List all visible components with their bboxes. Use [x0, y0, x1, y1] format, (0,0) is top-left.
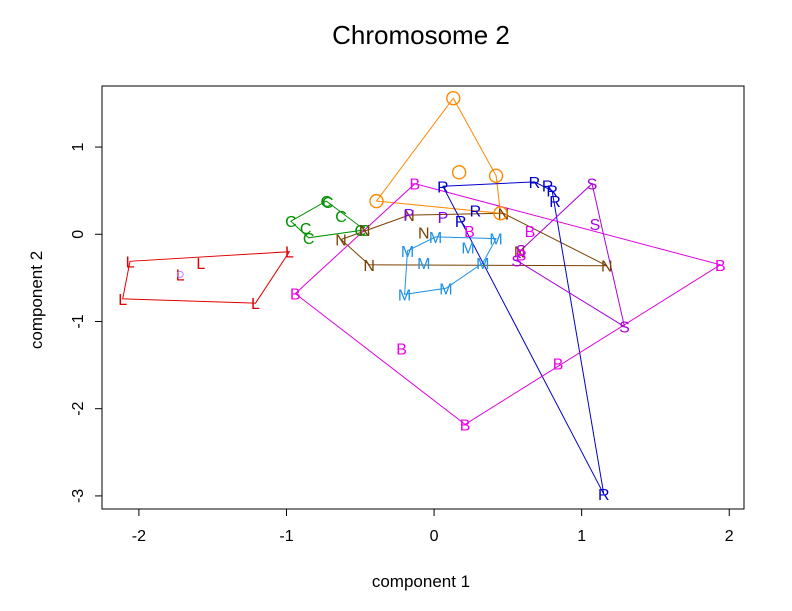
point-b: B — [553, 356, 564, 373]
y-axis-label: component 2 — [27, 251, 46, 349]
point-l: L — [126, 254, 135, 271]
point-c: C — [359, 223, 371, 240]
point-n: N — [601, 259, 613, 276]
x-axis-label: component 1 — [372, 572, 470, 591]
point-s: S — [587, 177, 598, 194]
point-b: B — [460, 417, 471, 434]
point-n: N — [498, 206, 510, 223]
point-n: N — [335, 233, 347, 250]
point-o — [493, 206, 508, 221]
plot-frame — [101, 85, 745, 510]
point-r: R — [529, 175, 541, 192]
point-r: R — [542, 178, 554, 195]
point-b: B — [464, 224, 475, 241]
point-b: B — [715, 258, 726, 275]
point-o — [451, 165, 467, 180]
point-o — [446, 91, 461, 106]
point-r: R — [549, 194, 561, 211]
point-n: N — [359, 223, 371, 240]
y-axis: -3 -2 -1 0 1 — [70, 143, 102, 503]
point-c: C — [321, 194, 333, 211]
point-p: P — [404, 207, 415, 224]
hull-o — [375, 97, 502, 214]
x-tick-label: 2 — [725, 528, 734, 545]
point-p: P — [438, 210, 449, 227]
y-tick-label: -3 — [70, 489, 87, 503]
point-r: R — [455, 214, 467, 231]
hull-l — [122, 251, 291, 304]
point-m: M — [476, 256, 489, 273]
x-tick-label: 1 — [577, 528, 586, 545]
hull-s — [516, 182, 626, 328]
point-m: M — [439, 281, 452, 298]
point-b: B — [396, 342, 407, 359]
point-c: C — [300, 221, 312, 238]
point-n: N — [403, 208, 415, 225]
point-m: M — [398, 287, 411, 304]
point-s: S — [619, 320, 630, 337]
x-tick-label: 0 — [430, 528, 439, 545]
hull-n — [340, 212, 607, 267]
hull-m — [404, 236, 497, 295]
point-b: B — [410, 177, 421, 194]
chart-title: Chromosome 2 — [332, 20, 510, 50]
point-extra-marker — [176, 270, 184, 278]
point-r: R — [598, 487, 610, 504]
point-n: N — [418, 226, 430, 243]
point-r: R — [546, 184, 558, 201]
point-l: L — [176, 267, 185, 284]
point-c: C — [354, 223, 366, 240]
hull-b — [294, 183, 722, 426]
point-m: M — [461, 240, 474, 257]
series-hulls — [122, 97, 722, 495]
point-c: C — [322, 195, 334, 212]
point-r: R — [470, 204, 482, 221]
point-m: M — [429, 230, 442, 247]
y-tick-label: -1 — [70, 314, 87, 328]
hull-r — [442, 181, 605, 495]
point-n: N — [363, 258, 375, 275]
point-r: R — [437, 179, 449, 196]
y-tick-label: 1 — [70, 143, 87, 152]
point-m: M — [489, 232, 502, 249]
x-axis: -2 -1 0 1 2 — [132, 509, 734, 545]
point-c: C — [303, 231, 315, 248]
point-s: S — [516, 243, 527, 260]
point-l: L — [196, 256, 205, 273]
point-o — [369, 193, 384, 209]
point-l: L — [118, 292, 127, 309]
point-c: C — [285, 214, 297, 231]
point-o — [488, 168, 504, 184]
x-tick-label: -1 — [279, 528, 293, 545]
point-m: M — [401, 244, 414, 261]
point-n: N — [514, 245, 526, 262]
point-l: L — [285, 245, 294, 262]
point-l: L — [251, 296, 260, 313]
y-tick-label: -2 — [70, 401, 87, 415]
point-s: S — [511, 253, 522, 270]
x-tick-label: -2 — [132, 528, 146, 545]
y-tick-label: 0 — [70, 230, 87, 239]
point-b: B — [525, 224, 536, 241]
point-b: B — [516, 247, 527, 264]
point-m: M — [417, 256, 430, 273]
point-c: C — [335, 209, 347, 226]
point-s: S — [590, 217, 601, 234]
point-b: B — [290, 287, 301, 304]
